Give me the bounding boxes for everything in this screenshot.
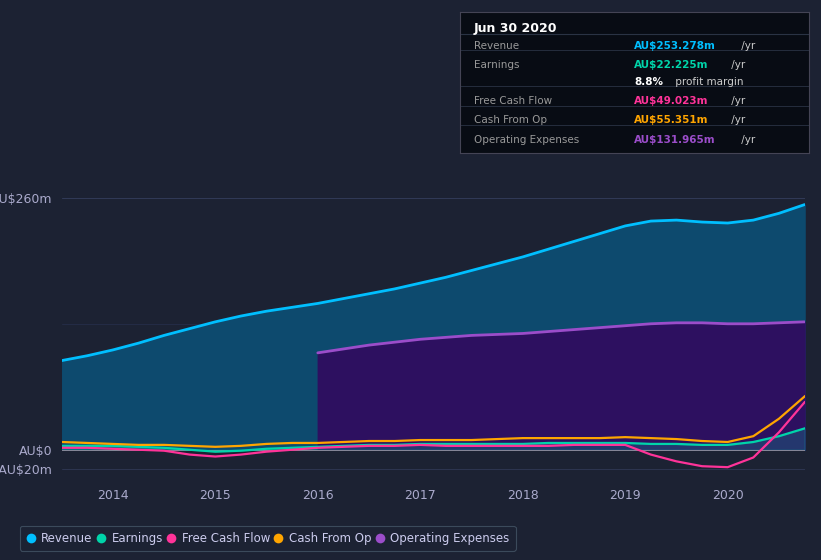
Text: Revenue: Revenue [474, 40, 519, 50]
Text: Jun 30 2020: Jun 30 2020 [474, 22, 557, 35]
Text: AU$131.965m: AU$131.965m [635, 135, 716, 145]
Text: profit margin: profit margin [672, 77, 743, 87]
Text: AU$253.278m: AU$253.278m [635, 40, 716, 50]
Text: /yr: /yr [728, 59, 745, 69]
Text: /yr: /yr [728, 115, 745, 125]
Text: AU$49.023m: AU$49.023m [635, 96, 709, 106]
Text: Operating Expenses: Operating Expenses [474, 135, 579, 145]
Text: Cash From Op: Cash From Op [474, 115, 547, 125]
Text: 8.8%: 8.8% [635, 77, 663, 87]
Text: Earnings: Earnings [474, 59, 519, 69]
Text: AU$55.351m: AU$55.351m [635, 115, 709, 125]
Legend: Revenue, Earnings, Free Cash Flow, Cash From Op, Operating Expenses: Revenue, Earnings, Free Cash Flow, Cash … [20, 526, 516, 551]
Text: AU$22.225m: AU$22.225m [635, 59, 709, 69]
Text: /yr: /yr [738, 40, 755, 50]
Text: Free Cash Flow: Free Cash Flow [474, 96, 552, 106]
Text: /yr: /yr [738, 135, 755, 145]
Text: /yr: /yr [728, 96, 745, 106]
